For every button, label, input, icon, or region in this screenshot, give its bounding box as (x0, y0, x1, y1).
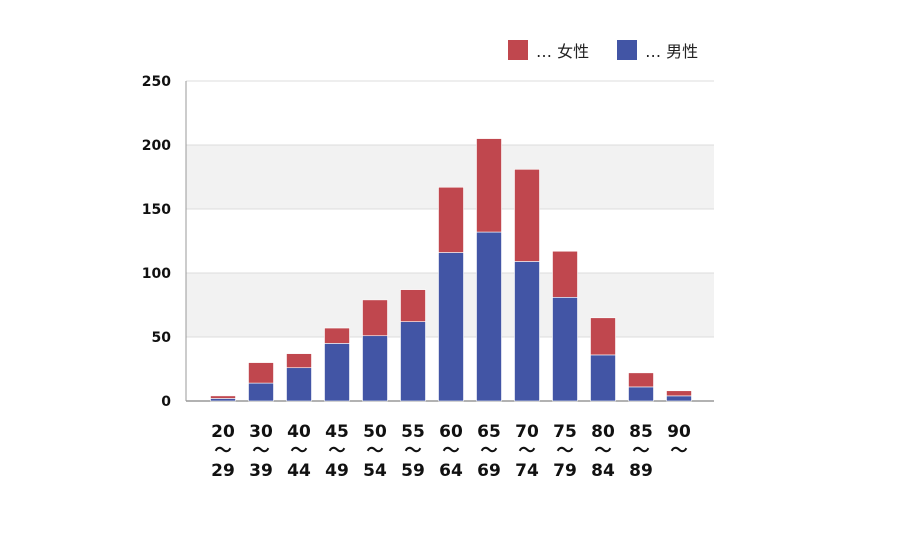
bar-male (628, 386, 654, 402)
bar-female (400, 289, 426, 322)
x-tick-label-separator: 〜 (253, 441, 270, 461)
bar-female (362, 299, 388, 337)
bar-male (476, 231, 502, 402)
x-tick-label-start: 85 (629, 422, 653, 442)
x-tick-label-separator: 〜 (481, 441, 498, 461)
x-tick-label-end: 79 (553, 461, 577, 481)
bar-female (590, 317, 616, 356)
legend-swatch-male (617, 40, 638, 60)
x-tick-label-end: 64 (439, 461, 463, 481)
bar-female (666, 390, 692, 397)
bar-male (400, 321, 426, 402)
y-tick-label: 100 (142, 266, 171, 282)
x-tick-label-start: 40 (287, 422, 311, 442)
y-tick-label: 150 (142, 202, 171, 218)
bar-male (438, 252, 464, 402)
x-tick-label-start: 75 (553, 422, 577, 442)
legend-label-female: … 女性 (536, 42, 590, 61)
x-tick-label-end: 39 (249, 461, 273, 481)
bar-female (248, 362, 274, 384)
x-tick-label-separator: 〜 (595, 441, 612, 461)
bar-female (628, 372, 654, 388)
x-tick-label-end: 59 (401, 461, 425, 481)
y-tick-label: 200 (142, 138, 171, 154)
bar-male (210, 398, 236, 402)
bar-male (590, 354, 616, 402)
bar-female (476, 138, 502, 233)
legend-label-male: … 男性 (645, 42, 699, 61)
y-tick-label: 0 (161, 394, 171, 410)
bar-male (666, 395, 692, 402)
legend-item-female: … 女性 (508, 38, 589, 62)
x-tick-label-end: 54 (363, 461, 387, 481)
bar-female (552, 250, 578, 298)
bar-male (552, 297, 578, 402)
x-tick-label-start: 70 (515, 422, 539, 442)
x-tick-label-start: 60 (439, 422, 463, 442)
legend-swatch-female (508, 40, 528, 60)
x-tick-label-end: 89 (629, 461, 653, 481)
y-tick-label: 50 (152, 330, 172, 346)
x-tick-label-end: 84 (591, 461, 615, 481)
chart-legend: … 女性 … 男性 (508, 38, 726, 62)
bar-female (286, 353, 312, 369)
x-tick-label-separator: 〜 (215, 441, 232, 461)
bar-male (514, 261, 540, 402)
bar-male (248, 382, 274, 402)
x-tick-label-start: 30 (249, 422, 273, 442)
x-tick-label-separator: 〜 (367, 441, 384, 461)
bar-male (286, 367, 312, 402)
bar-male (362, 335, 388, 402)
x-tick-label-separator: 〜 (329, 441, 346, 461)
legend-item-male: … 男性 (617, 38, 698, 62)
x-tick-label-separator: 〜 (671, 441, 688, 461)
x-tick-label-separator: 〜 (633, 441, 650, 461)
x-tick-label-start: 45 (325, 422, 349, 442)
x-tick-label-start: 50 (363, 422, 387, 442)
x-tick-label-end: 44 (287, 461, 311, 481)
bar-female (324, 327, 350, 344)
bar-female (210, 395, 236, 399)
y-tick-label: 250 (142, 74, 171, 90)
x-tick-label-start: 20 (211, 422, 235, 442)
x-tick-label-start: 80 (591, 422, 615, 442)
bar-male (324, 343, 350, 402)
x-tick-label-start: 65 (477, 422, 501, 442)
x-tick-label-separator: 〜 (443, 441, 460, 461)
x-tick-label-end: 49 (325, 461, 349, 481)
x-tick-label-end: 69 (477, 461, 501, 481)
bar-female (438, 186, 464, 253)
x-tick-label-separator: 〜 (519, 441, 536, 461)
x-tick-label-end: 29 (211, 461, 235, 481)
x-tick-label-end: 74 (515, 461, 539, 481)
x-tick-label-separator: 〜 (291, 441, 308, 461)
x-tick-label-separator: 〜 (557, 441, 574, 461)
x-tick-label-start: 90 (667, 422, 691, 442)
x-tick-label-separator: 〜 (405, 441, 422, 461)
x-tick-label-start: 55 (401, 422, 425, 442)
bar-female (514, 169, 540, 262)
